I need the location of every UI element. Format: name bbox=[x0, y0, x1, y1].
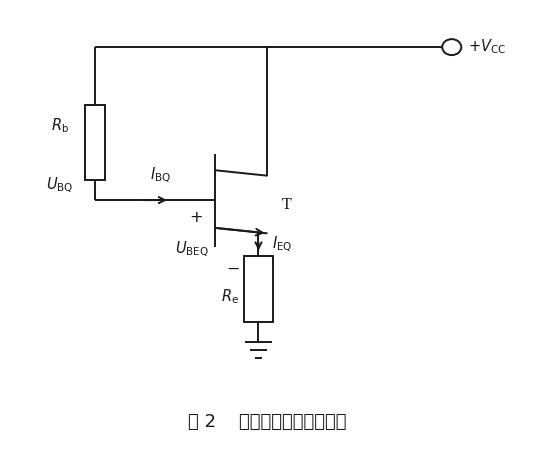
Bar bbox=[243, 255, 273, 322]
Text: $R_{\rm b}$: $R_{\rm b}$ bbox=[51, 117, 69, 135]
Text: T: T bbox=[282, 198, 292, 211]
Bar bbox=[85, 105, 105, 180]
Text: $U_{\rm BQ}$: $U_{\rm BQ}$ bbox=[46, 176, 73, 195]
Text: $U_{\rm BEQ}$: $U_{\rm BEQ}$ bbox=[175, 239, 209, 259]
Text: $I_{\rm EQ}$: $I_{\rm EQ}$ bbox=[272, 235, 292, 254]
Text: $R_{\rm e}$: $R_{\rm e}$ bbox=[221, 287, 240, 306]
Text: 图 2    射极输出器的直流通路: 图 2 射极输出器的直流通路 bbox=[188, 413, 347, 431]
Text: $+V_{\rm CC}$: $+V_{\rm CC}$ bbox=[468, 38, 506, 57]
Text: $+$: $+$ bbox=[189, 210, 203, 225]
Text: $-$: $-$ bbox=[226, 261, 240, 276]
Text: $I_{\rm BQ}$: $I_{\rm BQ}$ bbox=[150, 166, 171, 185]
